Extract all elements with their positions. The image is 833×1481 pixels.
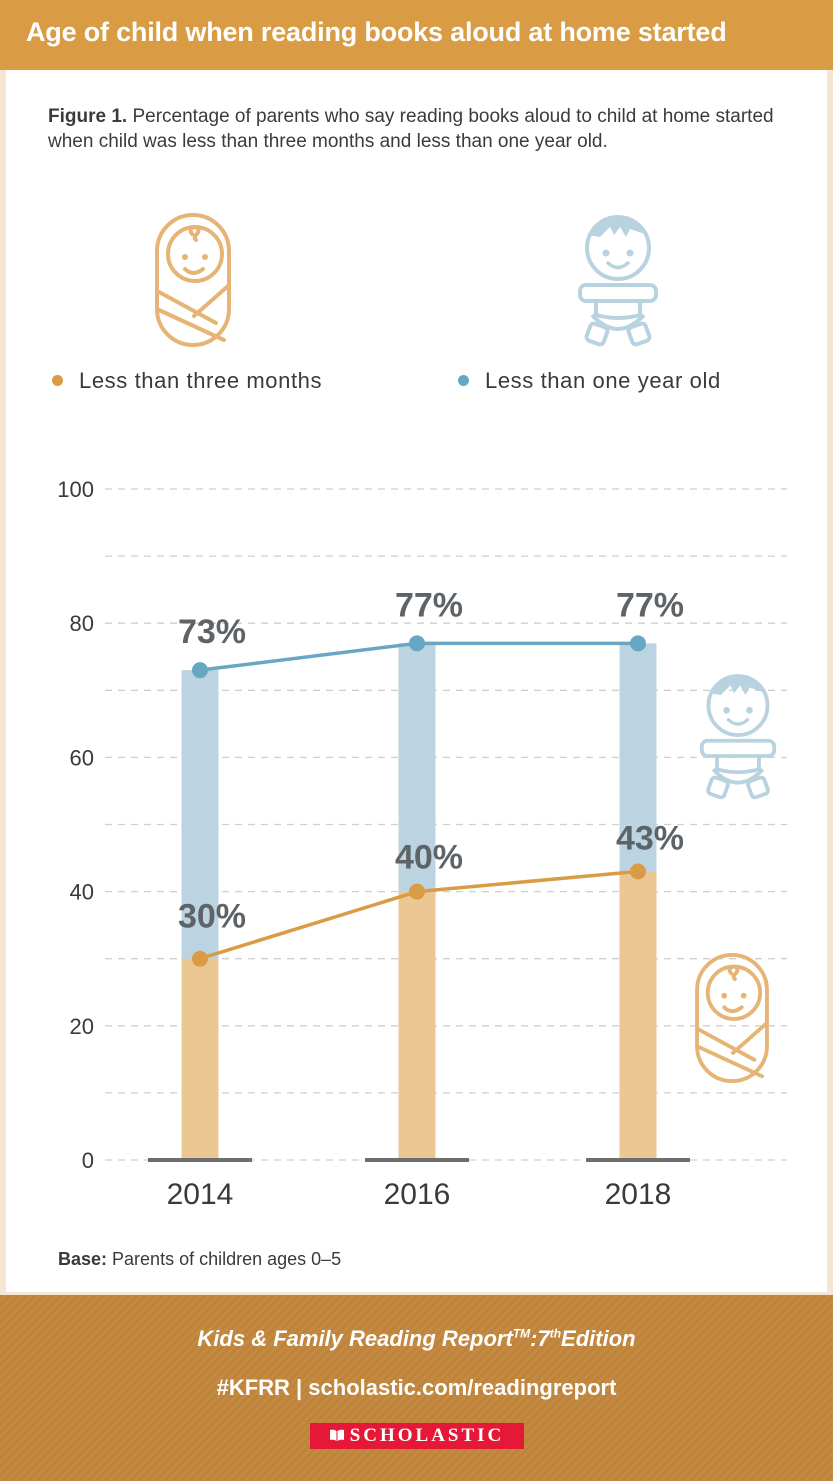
figure-caption: Figure 1. Percentage of parents who say … [48,104,798,154]
y-tick-label: 0 [82,1148,94,1173]
x-tick-label: 2016 [384,1178,451,1210]
one-year-data-label: 73% [178,613,246,651]
legend-item-one-year: Less than one year old [458,368,721,394]
one-year-data-label: 77% [395,586,463,624]
edition-word: Edition [561,1326,636,1351]
x-tick-label: 2018 [605,1178,672,1210]
legend-label-three-months: Less than three months [79,368,323,393]
y-tick-label: 20 [70,1014,94,1039]
legend-orange-marker [52,374,63,386]
three-months-data-label: 43% [616,819,684,857]
base-text: Parents of children ages 0–5 [107,1249,342,1269]
chart-panel: Figure 1. Percentage of parents who say … [6,70,827,1292]
three-months-point [630,863,646,880]
category-baseline [148,1158,252,1162]
y-tick-label: 100 [57,477,94,502]
swaddled-baby-icon [155,213,231,347]
one-year-point [630,635,646,652]
bar-three-months [398,891,436,1160]
figure-label: Figure 1. [48,106,128,127]
trademark: TM [512,1326,531,1341]
base-note: Base: Parents of children ages 0–5 [58,1249,341,1270]
three-months-point [409,883,425,900]
x-tick-label: 2014 [167,1178,234,1210]
legend-blue-marker [458,374,469,386]
edition-suffix: th [549,1326,562,1341]
category-baseline [586,1158,690,1162]
page-title: Age of child when reading books aloud at… [26,17,727,47]
one-year-point [192,662,208,679]
baby-icon [699,674,777,800]
base-label: Base: [58,1249,108,1269]
scholastic-logo: SCHOLASTIC [310,1423,524,1449]
baby-icon [578,215,658,347]
y-tick-label: 80 [70,611,94,636]
footer: Kids & Family Reading ReportTM:7thEditio… [0,1295,833,1481]
y-tick-label: 40 [70,880,94,905]
chart-plot: 73% 77% 77% 30% 40% 43% 0 20 40 60 80 100 2014 2016… [57,477,787,1210]
edition-number: :7 [530,1326,550,1351]
three-months-point [192,950,208,967]
logo-text: SCHOLASTIC [349,1425,505,1446]
report-links[interactable]: #KFRR | scholastic.com/readingreport [216,1375,617,1400]
bar-three-months [619,871,657,1160]
legend-item-three-months: Less than three months [52,368,322,394]
figure-description: Percentage of parents who say reading bo… [48,106,774,152]
three-months-data-label: 30% [178,898,246,936]
book-icon [329,1429,344,1441]
report-name: Kids & Family Reading Report [197,1326,513,1351]
one-year-data-label: 77% [616,586,684,624]
report-title: Kids & Family Reading ReportTM:7thEditio… [0,1326,833,1352]
header-banner: Age of child when reading books aloud at… [0,0,833,70]
bar-three-months [181,958,219,1160]
y-tick-label: 60 [70,745,94,770]
category-baseline [365,1158,469,1162]
one-year-point [409,635,425,652]
swaddled-baby-icon [695,952,769,1084]
legend-label-one-year: Less than one year old [485,368,721,393]
three-months-data-label: 40% [395,839,463,877]
